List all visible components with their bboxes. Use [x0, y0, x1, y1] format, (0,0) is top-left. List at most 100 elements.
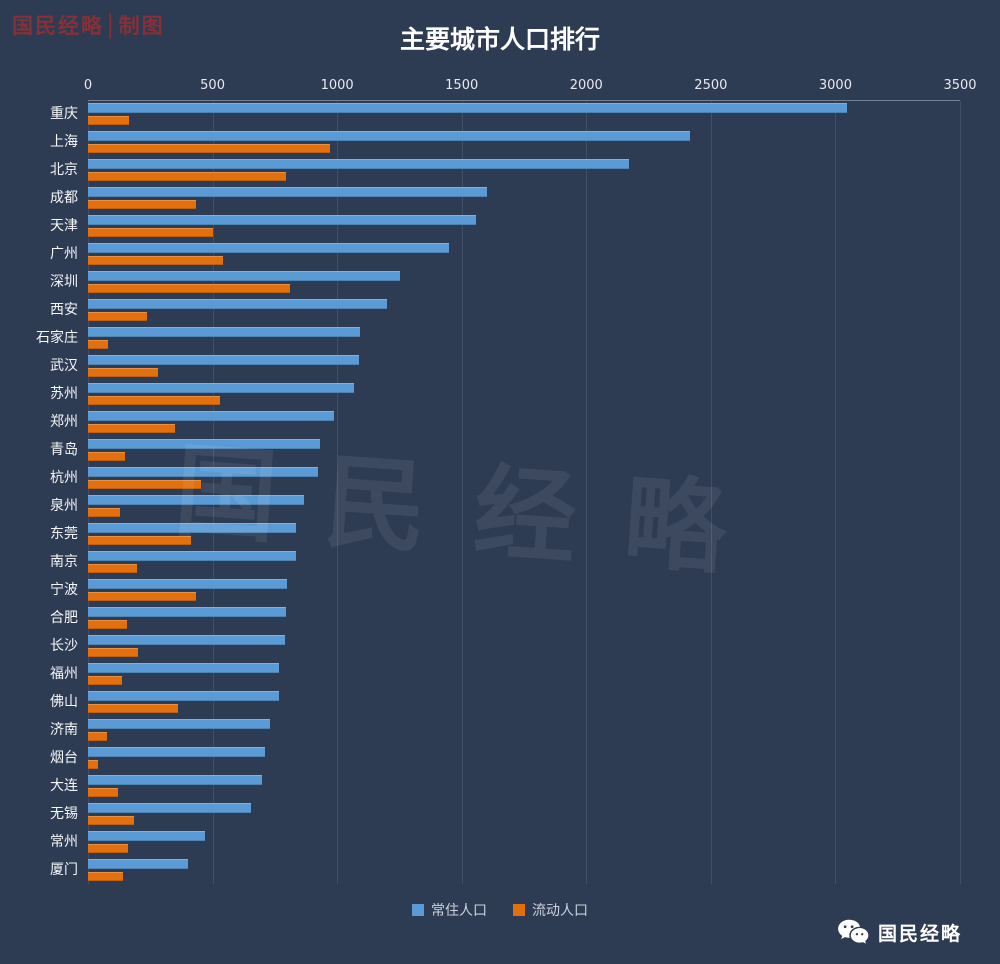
floating-population-bar [88, 424, 176, 433]
floating-population-bar [88, 340, 108, 349]
footer-brand: 国民经略 [837, 918, 962, 946]
resident-population-bar [88, 355, 360, 365]
legend-swatch [513, 904, 525, 916]
resident-population-bar [88, 663, 279, 673]
bar-rows: 重庆 上海 北京 成都 天津 广州 深圳 西安 石家庄 武汉 苏州 郑州 青岛 杭州 泉州 东莞 南京 宁波 合肥长… [0, 100, 1000, 884]
resident-population-bar [88, 691, 279, 701]
resident-population-bar [88, 635, 286, 645]
bar-group [88, 156, 960, 184]
bar-group [88, 688, 960, 716]
legend: 常住人口 流动人口 [0, 900, 1000, 920]
resident-population-bar [88, 215, 476, 225]
city-label: 常州 [50, 834, 78, 850]
resident-population-bar [88, 523, 296, 533]
city-label: 广州 [50, 246, 78, 262]
bar-row: 无锡 [0, 800, 1000, 828]
bar-row: 上海 [0, 128, 1000, 156]
resident-population-bar [88, 719, 271, 729]
floating-population-bar [88, 200, 197, 209]
bar-row: 宁波 [0, 576, 1000, 604]
resident-population-bar [88, 103, 848, 113]
resident-population-bar [88, 551, 296, 561]
bar-row: 泉州 [0, 492, 1000, 520]
city-label: 大连 [50, 778, 78, 794]
legend-label: 流动人口 [532, 903, 588, 919]
resident-population-bar [88, 327, 360, 337]
bar-row: 天津 [0, 212, 1000, 240]
city-label: 深圳 [50, 274, 78, 290]
city-label: 青岛 [50, 442, 78, 458]
bar-row: 杭州 [0, 464, 1000, 492]
bar-group [88, 856, 960, 884]
floating-population-bar [88, 452, 126, 461]
resident-population-bar [88, 607, 287, 617]
city-label: 佛山 [50, 694, 78, 710]
city-label: 郑州 [50, 414, 78, 430]
bar-group [88, 184, 960, 212]
x-tick-label: 2000 [569, 78, 603, 93]
x-tick-label: 0 [83, 78, 93, 93]
city-label: 东莞 [50, 526, 78, 542]
city-label: 石家庄 [36, 330, 78, 346]
x-tick-label: 1000 [320, 78, 354, 93]
floating-population-bar [88, 508, 121, 517]
bar-row: 厦门 [0, 856, 1000, 884]
resident-population-bar [88, 775, 263, 785]
bar-group [88, 380, 960, 408]
x-tick-label: 3000 [818, 78, 852, 93]
resident-population-bar [88, 383, 355, 393]
legend-item: 流动人口 [513, 900, 588, 920]
bar-group [88, 324, 960, 352]
city-label: 天津 [50, 218, 78, 234]
bar-group [88, 716, 960, 744]
wechat-icon [837, 918, 869, 946]
floating-population-bar [88, 564, 138, 573]
floating-population-bar [88, 480, 202, 489]
city-label: 烟台 [50, 750, 78, 766]
resident-population-bar [88, 159, 629, 169]
bar-row: 合肥 [0, 604, 1000, 632]
bar-group [88, 240, 960, 268]
floating-population-bar [88, 648, 138, 657]
bar-group [88, 548, 960, 576]
bar-row: 石家庄 [0, 324, 1000, 352]
city-label: 宁波 [50, 582, 78, 598]
bar-row: 佛山 [0, 688, 1000, 716]
floating-population-bar [88, 844, 128, 853]
bar-row: 成都 [0, 184, 1000, 212]
bar-group [88, 492, 960, 520]
resident-population-bar [88, 411, 335, 421]
floating-population-bar [88, 760, 98, 769]
city-label: 武汉 [50, 358, 78, 374]
bar-group [88, 520, 960, 548]
floating-population-bar [88, 256, 223, 265]
bar-group [88, 632, 960, 660]
top-left-watermark: 国民经略│制图 [12, 14, 165, 38]
bar-group [88, 296, 960, 324]
floating-population-bar [88, 116, 130, 125]
floating-population-bar [88, 816, 135, 825]
resident-population-bar [88, 131, 691, 141]
x-tick-label: 3500 [943, 78, 977, 93]
floating-population-bar [88, 676, 122, 685]
resident-population-bar [88, 803, 252, 813]
floating-population-bar [88, 312, 147, 321]
bar-row: 南京 [0, 548, 1000, 576]
floating-population-bar [88, 396, 221, 405]
bar-row: 西安 [0, 296, 1000, 324]
resident-population-bar [88, 467, 319, 477]
bar-row: 深圳 [0, 268, 1000, 296]
floating-population-bar [88, 592, 197, 601]
resident-population-bar [88, 271, 401, 281]
bar-row: 青岛 [0, 436, 1000, 464]
floating-population-bar [88, 228, 213, 237]
floating-population-bar [88, 284, 290, 293]
bar-group [88, 436, 960, 464]
city-label: 苏州 [50, 386, 78, 402]
floating-population-bar [88, 872, 123, 881]
resident-population-bar [88, 579, 288, 589]
bar-row: 福州 [0, 660, 1000, 688]
floating-population-bar [88, 172, 287, 181]
x-tick-label: 1500 [445, 78, 479, 93]
city-label: 成都 [50, 190, 78, 206]
